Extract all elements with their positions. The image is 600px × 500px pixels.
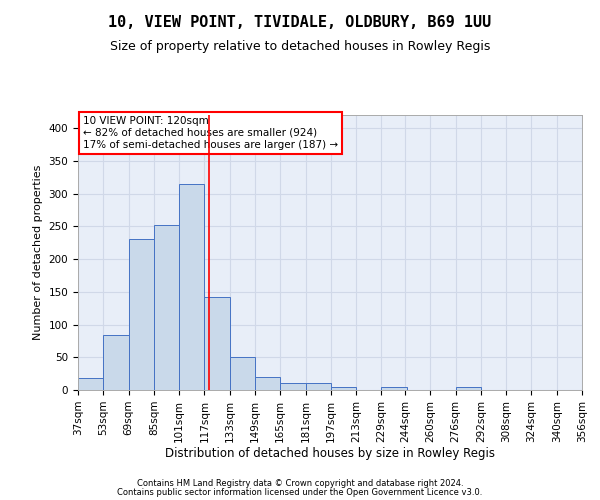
Bar [280, 384, 305, 390]
Text: Size of property relative to detached houses in Rowley Regis: Size of property relative to detached ho… [110, 40, 490, 53]
Text: Contains HM Land Registry data © Crown copyright and database right 2024.: Contains HM Land Registry data © Crown c… [137, 478, 463, 488]
Y-axis label: Number of detached properties: Number of detached properties [33, 165, 43, 340]
Text: Contains public sector information licensed under the Open Government Licence v3: Contains public sector information licen… [118, 488, 482, 497]
Bar [382, 388, 407, 390]
Text: 10, VIEW POINT, TIVIDALE, OLDBURY, B69 1UU: 10, VIEW POINT, TIVIDALE, OLDBURY, B69 1… [109, 15, 491, 30]
Bar [154, 225, 179, 390]
Bar [455, 388, 481, 390]
Bar [305, 384, 331, 390]
X-axis label: Distribution of detached houses by size in Rowley Regis: Distribution of detached houses by size … [165, 448, 495, 460]
Bar [179, 184, 205, 390]
Bar [230, 356, 255, 390]
Bar [331, 386, 356, 390]
Bar [103, 335, 128, 390]
Bar [205, 297, 230, 390]
Bar [128, 239, 154, 390]
Text: 10 VIEW POINT: 120sqm
← 82% of detached houses are smaller (924)
17% of semi-det: 10 VIEW POINT: 120sqm ← 82% of detached … [83, 116, 338, 150]
Bar [255, 377, 280, 390]
Bar [78, 378, 103, 390]
